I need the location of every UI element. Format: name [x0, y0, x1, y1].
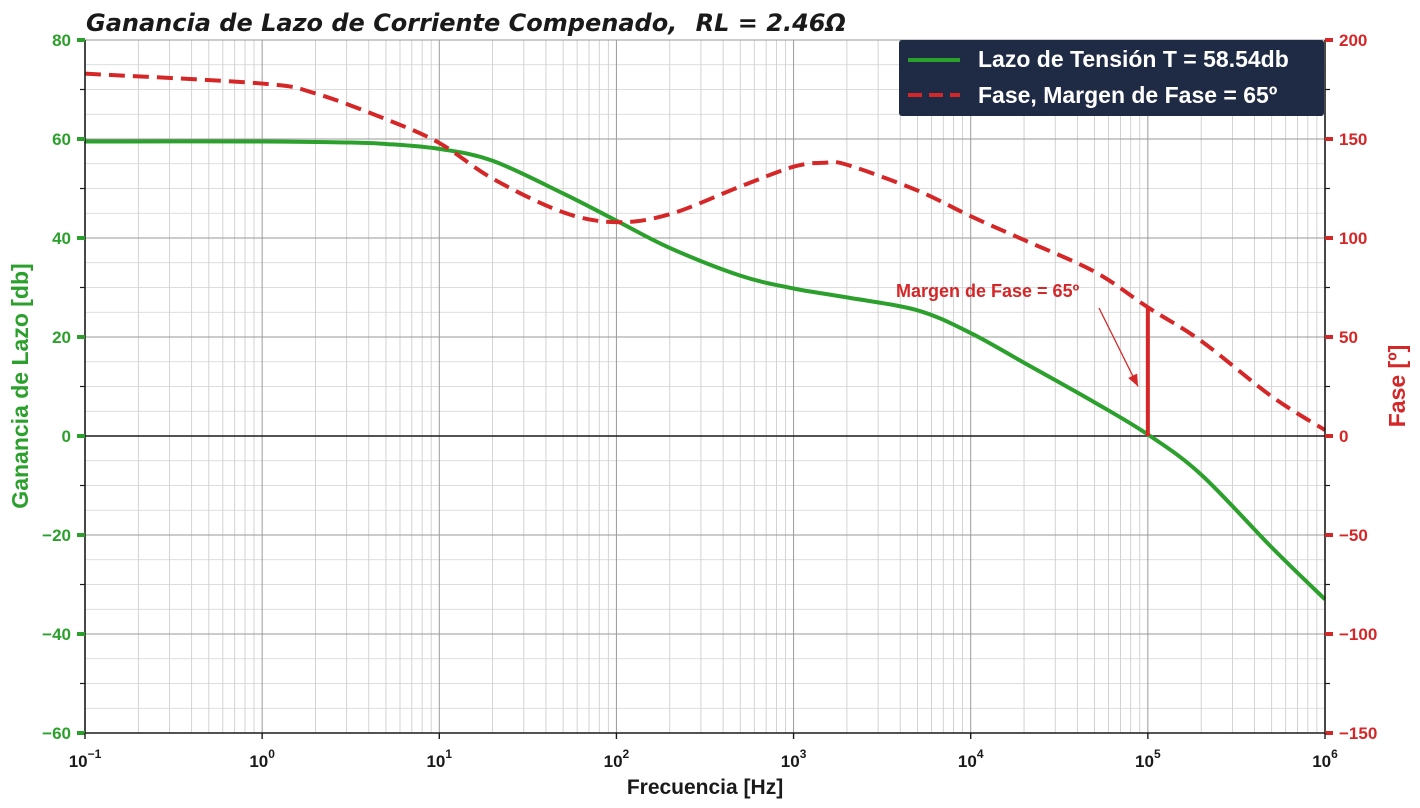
x-tick-base: 10 [1135, 752, 1154, 771]
phase-margin-arrow [1098, 307, 1139, 387]
left-tick-label: 0 [62, 427, 71, 446]
chart-title-math: RL = 2.46Ω [696, 9, 846, 37]
x-tick-exponent: 6 [1331, 747, 1338, 761]
x-tick-label: 106 [1312, 747, 1338, 771]
x-tick-base: 10 [426, 752, 445, 771]
x-tick-label: 101 [426, 747, 452, 771]
x-tick-label: 103 [781, 747, 807, 771]
x-tick-exponent: 1 [445, 747, 452, 761]
left-tick-label: −60 [42, 724, 71, 743]
y-axis-label-right: Fase [º] [1384, 345, 1410, 428]
legend: Lazo de Tensión T = 58.54db Fase, Margen… [899, 40, 1324, 116]
left-tick-label: −20 [42, 526, 71, 545]
left-tick-label: 40 [52, 229, 71, 248]
x-tick-base: 10 [604, 752, 623, 771]
legend-label-gain: Lazo de Tensión T = 58.54db [978, 46, 1289, 72]
x-tick-exponent: 4 [977, 747, 984, 761]
gain-series-line [84, 139, 1327, 601]
chart-title: Ganancia de Lazo de Corriente Compenado,… [86, 9, 846, 37]
x-tick-exponent: 2 [623, 747, 630, 761]
chart-title-main: Ganancia de Lazo de Corriente Compenado, [86, 9, 677, 37]
x-tick-base: 10 [69, 752, 88, 771]
x-tick-base: 10 [249, 752, 268, 771]
right-tick-label: 50 [1339, 328, 1358, 347]
x-tick-label: 10−1 [69, 747, 102, 771]
legend-label-phase: Fase, Margen de Fase = 65º [978, 82, 1277, 108]
phase-series-line [84, 71, 1327, 432]
right-tick-label: 150 [1339, 130, 1367, 149]
x-tick-label: 102 [604, 747, 630, 771]
x-tick-exponent: 5 [1154, 747, 1161, 761]
right-tick-label: 0 [1339, 427, 1348, 446]
right-tick-label: −100 [1339, 625, 1377, 644]
x-tick-base: 10 [1312, 752, 1331, 771]
left-axis-ticks: 80 60 40 20 0 −20 −40 −60 [42, 31, 85, 743]
x-tick-label: 104 [958, 747, 984, 771]
phase-margin-annotation: Margen de Fase = 65º [896, 281, 1080, 301]
x-tick-base: 10 [781, 752, 800, 771]
phase-margin-arrow-head [1128, 373, 1139, 387]
left-tick-label: 80 [52, 31, 71, 50]
right-axis-ticks: 200 150 100 50 0 −50 −100 −150 [1325, 31, 1377, 743]
left-tick-label: 60 [52, 130, 71, 149]
legend-box [899, 40, 1324, 116]
x-tick-exponent: 0 [268, 747, 275, 761]
x-tick-label: 100 [249, 747, 275, 771]
y-axis-label-left: Ganancia de Lazo [db] [7, 263, 33, 508]
x-axis-label: Frecuencia [Hz] [627, 776, 783, 799]
left-tick-label: 20 [52, 328, 71, 347]
right-tick-label: −150 [1339, 724, 1377, 743]
x-tick-exponent: −1 [88, 747, 102, 761]
left-tick-label: −40 [42, 625, 71, 644]
x-tick-base: 10 [958, 752, 977, 771]
x-tick-exponent: 3 [800, 747, 807, 761]
right-tick-label: 200 [1339, 31, 1367, 50]
x-axis-ticks: 10−1 100 101 102 103 104 105 106 [69, 733, 1338, 771]
right-tick-label: 100 [1339, 229, 1367, 248]
x-tick-label: 105 [1135, 747, 1161, 771]
minor-grid [85, 40, 1325, 733]
right-tick-label: −50 [1339, 526, 1368, 545]
